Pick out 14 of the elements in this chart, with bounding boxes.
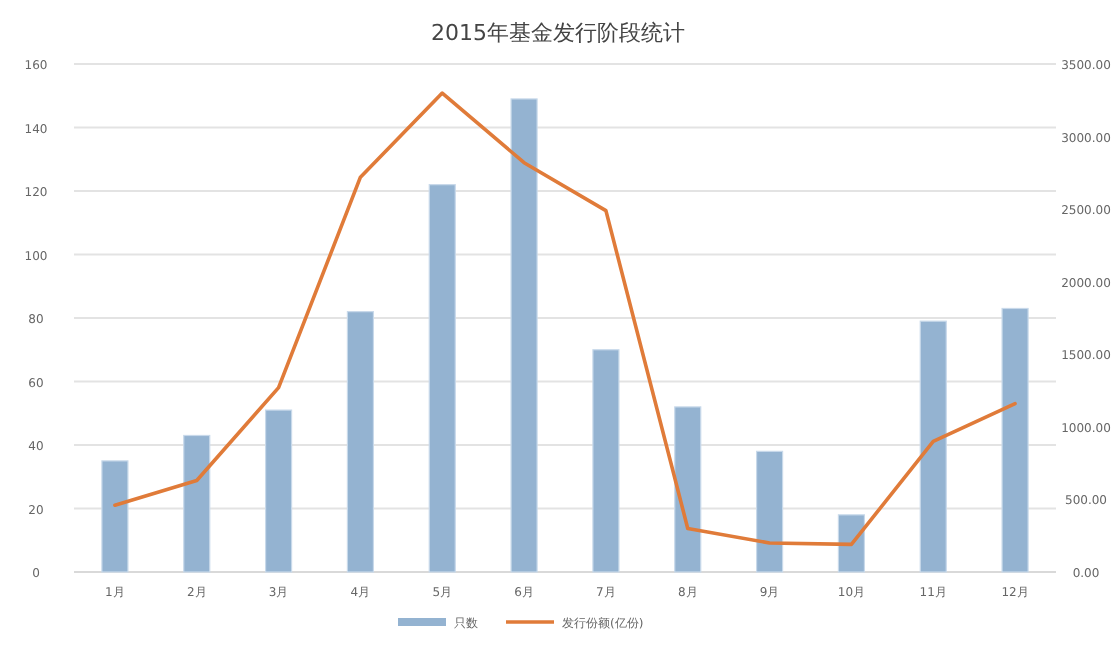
bar — [346, 311, 375, 573]
bar — [101, 460, 129, 573]
line-series — [113, 91, 1017, 547]
bar — [428, 184, 456, 573]
bar — [674, 406, 702, 573]
bar — [919, 320, 947, 573]
bar — [183, 434, 211, 573]
bar — [264, 409, 293, 573]
bar — [592, 349, 620, 573]
bar — [837, 514, 866, 573]
bar — [1001, 307, 1029, 573]
chart-title: 2015年基金发行阶段统计 — [431, 20, 685, 46]
bar — [755, 450, 784, 573]
bar — [510, 98, 538, 573]
